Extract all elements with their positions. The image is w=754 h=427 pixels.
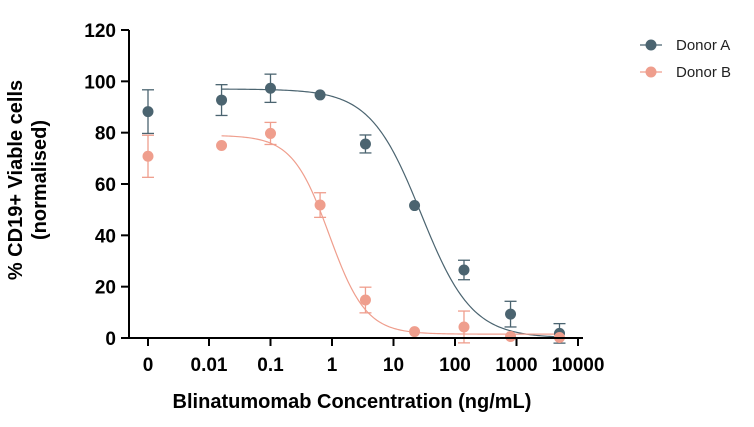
y-axis-title-line-1: % CD19+ Viable cells — [5, 80, 27, 280]
x-tick-label: 10 — [383, 355, 404, 376]
x-tick-label: 1 — [327, 355, 338, 376]
data-point-donor-a — [505, 308, 517, 320]
y-tick-label: 120 — [84, 21, 116, 42]
data-point-donor-b — [409, 326, 421, 338]
data-point-donor-b — [458, 321, 470, 333]
x-tick-label: 0 — [143, 355, 154, 376]
data-point-donor-b — [359, 294, 371, 306]
fit-curve-donor-a — [221, 88, 560, 338]
y-tick-label: 80 — [95, 124, 116, 145]
y-tick-label: 60 — [95, 175, 116, 196]
data-point-donor-b — [505, 330, 517, 342]
data-point-donor-a — [216, 94, 228, 106]
legend-marker — [645, 39, 657, 51]
data-point-donor-a — [314, 89, 326, 101]
x-axis-title: Blinatumomab Concentration (ng/mL) — [173, 391, 532, 413]
y-axis-title-line-2: (normalised) — [29, 120, 51, 240]
data-point-donor-b — [314, 199, 326, 211]
legend-item: Donor B — [640, 64, 731, 81]
data-point-donor-a — [458, 264, 470, 276]
x-tick-label: 1000 — [495, 355, 537, 376]
fit-curve-donor-b — [221, 135, 560, 335]
data-point-donor-a — [142, 106, 154, 118]
legend-item: Donor A — [640, 37, 730, 54]
data-point-donor-b — [265, 127, 276, 139]
x-tick-label: 0.01 — [191, 355, 228, 376]
error-bars — [142, 73, 566, 344]
data-points — [142, 82, 565, 343]
data-point-donor-a — [359, 138, 371, 150]
y-tick-label: 100 — [84, 72, 116, 93]
data-point-donor-b — [216, 140, 228, 151]
y-tick-label: 40 — [95, 226, 116, 247]
axes: 0 20 40 60 80 100 120 0 0.01 0.1 1 10 100 1000 10000 — [84, 21, 604, 376]
legend-label: Donor A — [676, 37, 730, 54]
legend-marker — [645, 66, 657, 78]
legend-label: Donor B — [676, 64, 731, 81]
x-tick-label: 10000 — [552, 355, 605, 376]
y-tick-label: 0 — [105, 329, 116, 350]
data-point-donor-a — [409, 200, 421, 212]
x-tick-label: 100 — [439, 355, 471, 376]
data-point-donor-a — [265, 82, 276, 94]
y-tick-label: 20 — [95, 278, 116, 299]
data-point-donor-b — [142, 150, 154, 162]
fit-curves — [221, 88, 560, 338]
x-tick-label: 0.1 — [257, 355, 284, 376]
legend: Donor A Donor B — [640, 37, 731, 81]
